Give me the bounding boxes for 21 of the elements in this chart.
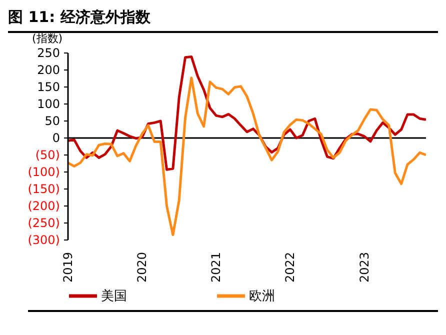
y-axis-title: (指数) [32, 32, 64, 45]
y-tick-label: 0 [52, 131, 60, 145]
y-tick-label: 150 [37, 80, 60, 94]
x-tick-label: 2023 [357, 252, 372, 283]
legend-label: 欧洲 [249, 288, 275, 304]
y-tick-label: 200 [37, 63, 60, 77]
y-tick-label: (150) [28, 182, 60, 196]
y-tick-label: 250 [37, 46, 60, 60]
x-tick-label: 2019 [61, 252, 75, 283]
y-tick-label: (50) [35, 148, 60, 162]
x-tick-label: 2021 [209, 252, 224, 283]
y-tick-label: (100) [28, 165, 60, 179]
y-tick-label: (300) [28, 233, 60, 247]
x-tick-label: 2022 [283, 252, 298, 283]
y-tick-label: (250) [28, 216, 60, 230]
y-tick-label: 100 [37, 97, 60, 111]
y-tick-label: 50 [44, 114, 60, 128]
legend-label: 美国 [101, 288, 127, 304]
x-tick-label: 2020 [135, 252, 150, 283]
chart-title: 图 11: 经济意外指数 [8, 8, 438, 33]
y-tick-label: (200) [28, 199, 60, 213]
